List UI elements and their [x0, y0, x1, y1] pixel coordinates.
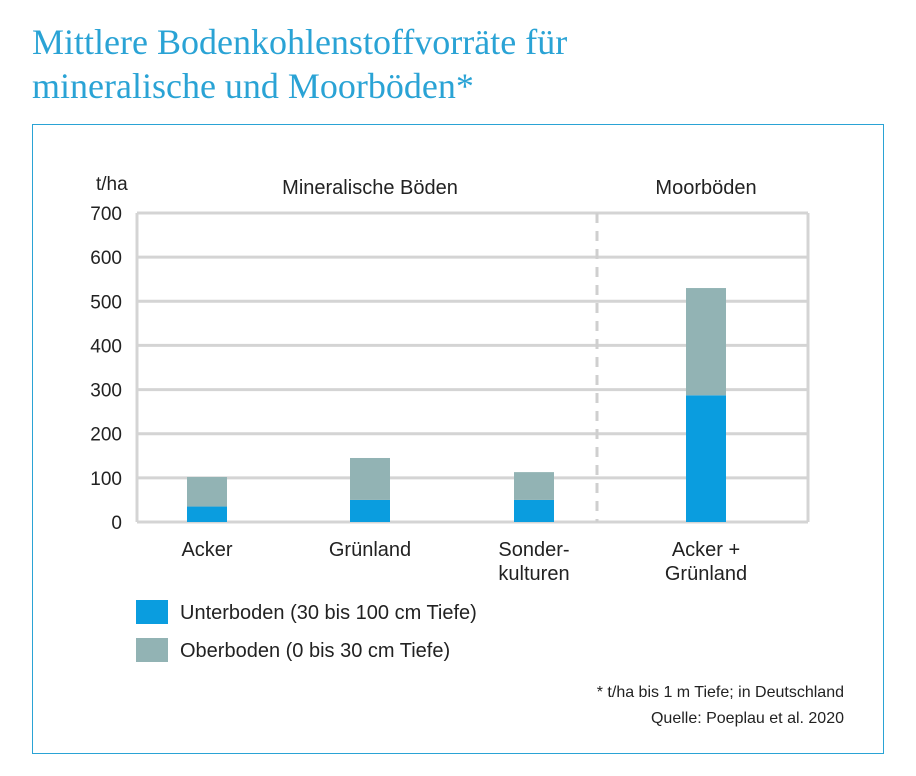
bar-unterboden — [514, 499, 554, 522]
chart-frame — [32, 124, 884, 754]
legend-label: Unterboden (30 bis 100 cm Tiefe) — [180, 602, 477, 624]
x-tick-label: kulturen — [498, 563, 569, 585]
bar-oberboden — [686, 288, 726, 396]
legend-swatch — [136, 638, 168, 662]
chart-title-line2: mineralische und Moorböden* — [32, 66, 474, 106]
x-tick-label: Acker — [181, 539, 232, 561]
y-tick-label: 0 — [111, 513, 122, 534]
chart-title: Mittlere Bodenkohlenstoffvorräte für min… — [32, 20, 892, 108]
group-label: Moorböden — [655, 177, 756, 199]
x-tick-label: Acker + — [672, 539, 740, 561]
bar-oberboden — [514, 472, 554, 500]
footnote-source: Quelle: Poeplau et al. 2020 — [650, 710, 844, 727]
x-tick-label: Grünland — [665, 563, 747, 585]
bar-unterboden — [187, 506, 227, 522]
footnote-note: * t/ha bis 1 m Tiefe; in Deutschland — [596, 684, 844, 701]
y-tick-label: 700 — [90, 204, 122, 225]
bar-unterboden — [686, 395, 726, 522]
bar-unterboden — [350, 499, 390, 522]
y-tick-label: 300 — [90, 381, 122, 402]
y-tick-label: 600 — [90, 248, 122, 269]
footnote: * t/ha bis 1 m Tiefe; in Deutschland Que… — [597, 680, 844, 732]
legend-swatch — [136, 600, 168, 624]
y-tick-label: 200 — [90, 425, 122, 446]
chart-title-line1: Mittlere Bodenkohlenstoffvorräte für — [32, 22, 568, 62]
group-label: Mineralische Böden — [282, 177, 458, 199]
x-tick-label: Grünland — [329, 539, 411, 561]
y-axis-label: t/ha — [96, 174, 128, 195]
y-tick-label: 400 — [90, 336, 122, 357]
x-tick-label: Sonder- — [498, 539, 569, 561]
y-tick-label: 500 — [90, 292, 122, 313]
legend-label: Oberboden (0 bis 30 cm Tiefe) — [180, 640, 450, 662]
bar-oberboden — [350, 457, 390, 500]
y-tick-label: 100 — [90, 469, 122, 490]
bar-oberboden — [187, 476, 227, 507]
